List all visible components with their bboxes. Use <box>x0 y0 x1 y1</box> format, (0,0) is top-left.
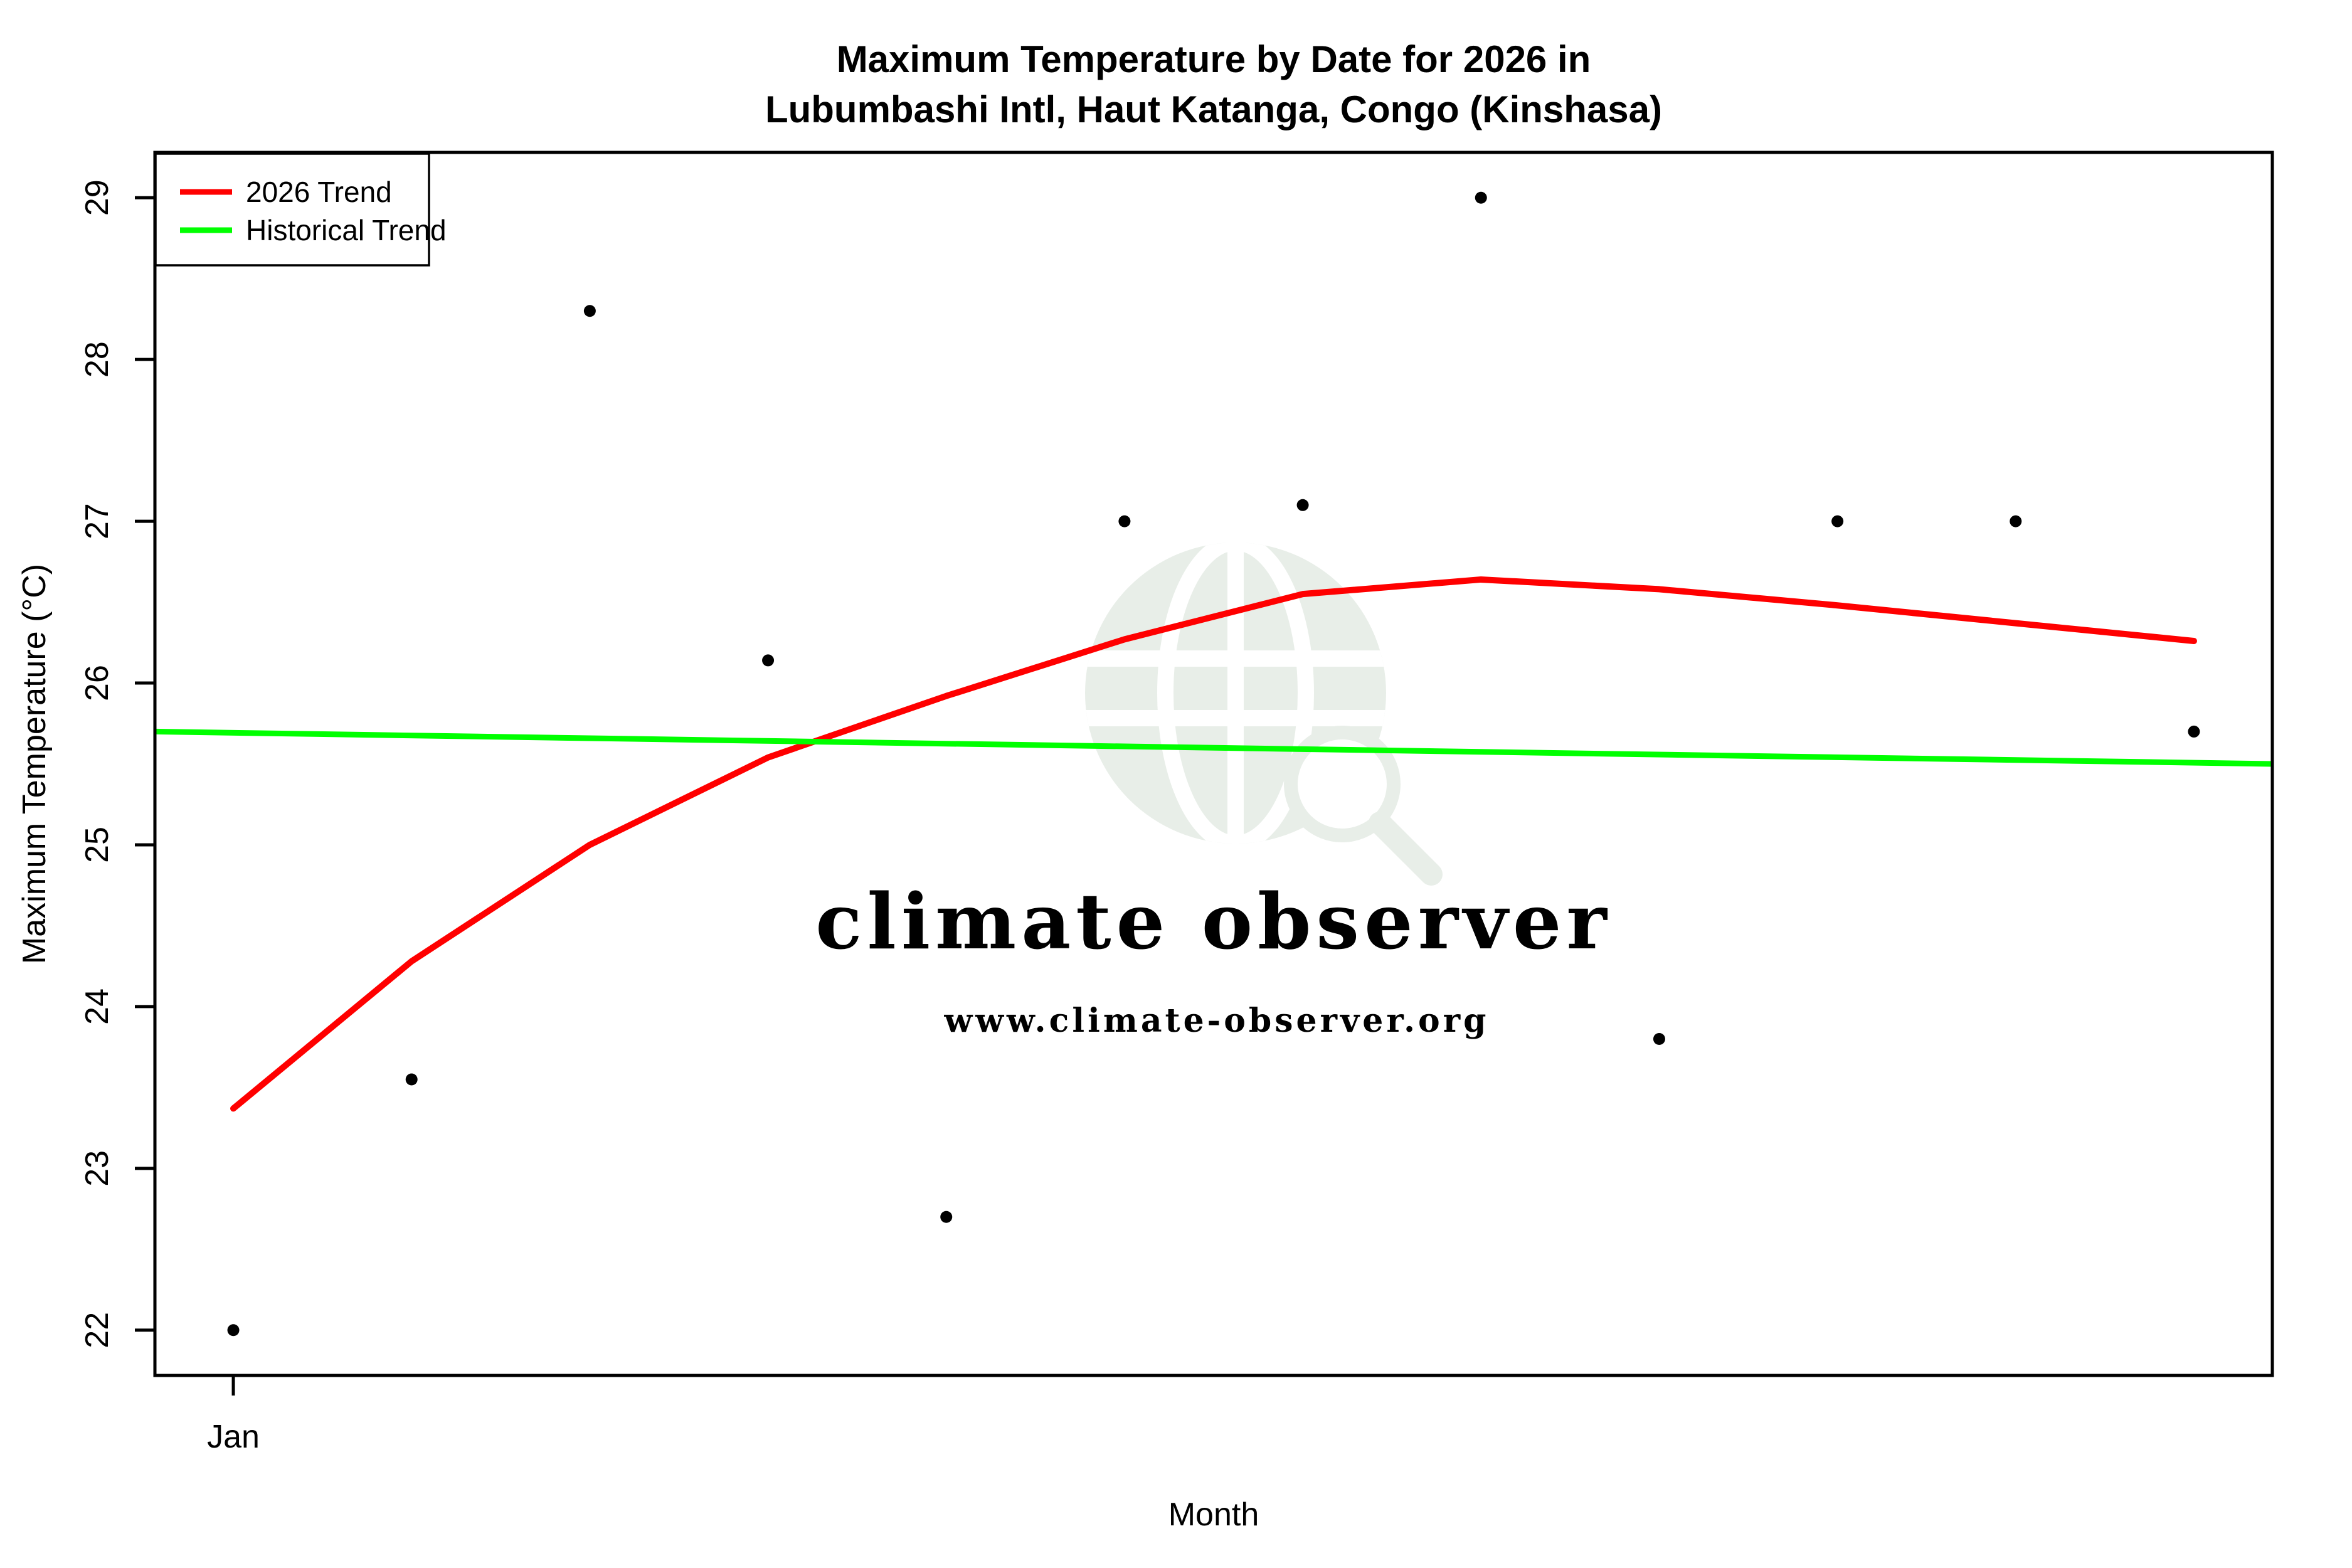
data-point <box>940 1210 953 1223</box>
magnifier-handle-icon <box>1369 812 1443 886</box>
globe-meridian-ellipse <box>1157 543 1314 844</box>
axes-layer: 22 23 24 25 26 27 28 29 Jan <box>79 179 260 1455</box>
plot-border <box>153 151 2274 1377</box>
x-axis-tick-label: Jan <box>207 1419 260 1455</box>
data-point <box>2188 725 2200 738</box>
data-point <box>1831 515 1844 527</box>
watermark: climate observer www.climate-observer.or… <box>815 543 1612 1040</box>
watermark-text: climate observer <box>815 876 1612 967</box>
data-point <box>1653 1032 1665 1045</box>
trend-line-2026 <box>230 576 2197 1112</box>
legend-label-2026-trend: 2026 Trend <box>246 176 392 208</box>
data-point <box>762 654 775 667</box>
data-point <box>583 305 596 317</box>
y-axis-tick-label: 25 <box>79 827 115 863</box>
y-axis-title: Maximum Temperature (°C) <box>16 564 53 964</box>
magnifier-lens-icon <box>1284 726 1401 842</box>
data-point <box>405 1073 418 1086</box>
data-point <box>1118 515 1131 527</box>
globe-magnifier-icon <box>1085 543 1443 886</box>
data-point <box>2010 515 2022 527</box>
y-axis-tick-label: 24 <box>79 988 115 1025</box>
x-axis-title: Month <box>1168 1496 1259 1533</box>
data-point <box>227 1324 240 1337</box>
chart-title-line2: Lubumbashi Intl, Haut Katanga, Congo (Ki… <box>765 88 1662 130</box>
y-axis-tick-label: 28 <box>79 341 115 378</box>
watermark-url: www.climate-observer.org <box>944 1002 1490 1040</box>
historical-trend-line <box>154 728 2273 767</box>
legend-box <box>154 152 430 267</box>
data-point <box>1296 499 1309 511</box>
y-axis-tick-label: 29 <box>79 179 115 216</box>
y-axis-tick-label: 22 <box>79 1312 115 1348</box>
y-axis-tick-label: 26 <box>79 665 115 701</box>
y-axis-tick-label: 27 <box>79 503 115 539</box>
legend-label-historical-trend: Historical Trend <box>246 214 447 246</box>
y-axis-tick-label: 23 <box>79 1150 115 1187</box>
series-layer <box>154 191 2273 1337</box>
legend: 2026 Trend Historical Trend <box>154 152 447 267</box>
data-point <box>1475 191 1487 204</box>
chart-title-line1: Maximum Temperature by Date for 2026 in <box>837 38 1591 80</box>
